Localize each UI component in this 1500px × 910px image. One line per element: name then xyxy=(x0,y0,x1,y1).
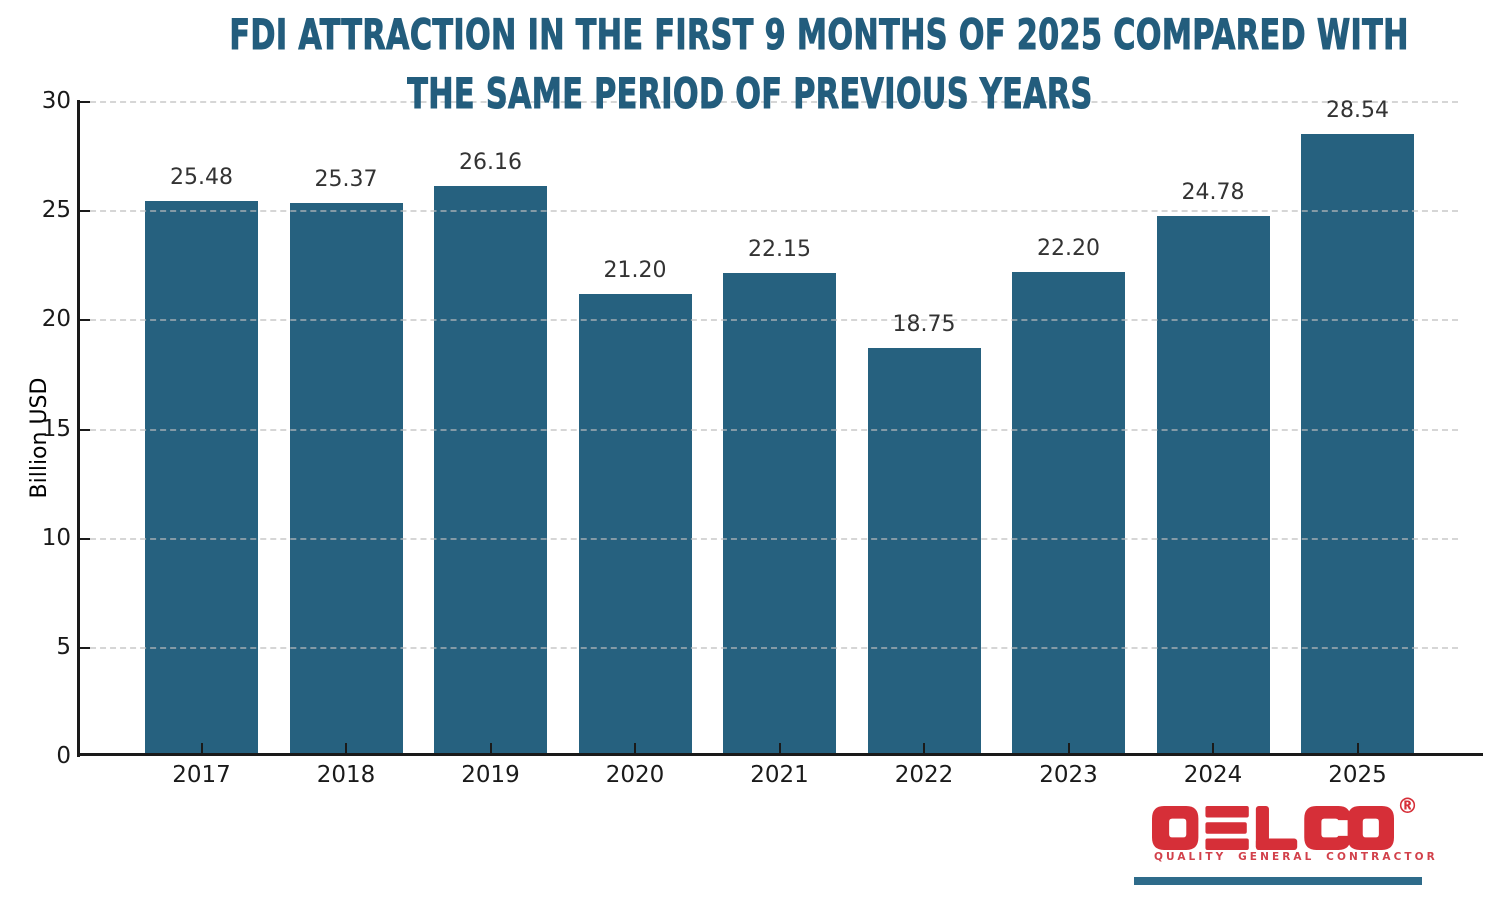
x-tick-label: 2020 xyxy=(605,762,665,788)
x-tick-label: 2025 xyxy=(1328,762,1387,788)
bar-2020 xyxy=(578,294,692,756)
gridline xyxy=(80,319,1458,322)
bar-2023 xyxy=(1012,272,1125,756)
y-tick-label: 0 xyxy=(56,743,71,769)
x-tick-mark xyxy=(1067,743,1070,753)
y-tick-mark xyxy=(80,428,90,431)
y-tick-label: 30 xyxy=(41,88,71,114)
registered-trademark-icon: ® xyxy=(1397,794,1418,818)
y-tick-mark xyxy=(80,537,90,540)
y-tick-label: 10 xyxy=(41,524,71,551)
bar-value-label: 26.16 xyxy=(459,149,522,175)
gridline xyxy=(80,537,1458,540)
gridline xyxy=(80,210,1458,213)
chart-title-line1: FDI ATTRACTION IN THE FIRST 9 MONTHS OF … xyxy=(229,9,1409,59)
x-tick-mark xyxy=(1212,743,1214,753)
x-tick-mark xyxy=(1356,743,1359,753)
bar-2021 xyxy=(723,273,836,756)
x-axis-line xyxy=(77,753,1483,756)
y-tick-label: 25 xyxy=(41,197,71,224)
gridline xyxy=(80,428,1458,431)
x-tick-label: 2024 xyxy=(1183,762,1243,788)
y-tick-label: 20 xyxy=(41,306,71,333)
bar-value-label: 24.78 xyxy=(1181,179,1245,205)
y-tick-mark xyxy=(80,210,90,213)
x-tick-label: 2022 xyxy=(894,762,954,788)
delco-wordmark-icon xyxy=(1152,806,1394,850)
x-tick-label: 2019 xyxy=(461,762,520,788)
x-tick-mark xyxy=(634,743,636,753)
bar-2017 xyxy=(145,200,258,756)
x-tick-mark xyxy=(489,743,492,753)
bar-2024 xyxy=(1156,215,1270,756)
bar-value-label: 18.75 xyxy=(892,311,956,337)
gridline xyxy=(80,646,1458,649)
y-tick-label: 5 xyxy=(56,633,71,660)
bar-2022 xyxy=(867,347,981,756)
bar-value-label: 22.15 xyxy=(748,237,811,263)
x-tick-mark xyxy=(923,743,925,753)
y-tick-mark xyxy=(80,646,90,649)
bar-2018 xyxy=(289,203,403,756)
bar-2025 xyxy=(1301,133,1414,756)
chart-title-line2: THE SAME PERIOD OF PREVIOUS YEARS xyxy=(407,68,1093,118)
x-tick-label: 2018 xyxy=(316,762,376,788)
x-tick-mark xyxy=(345,743,347,753)
bar-value-label: 25.37 xyxy=(314,167,378,193)
bar-2019 xyxy=(434,185,547,756)
x-tick-label: 2017 xyxy=(172,762,231,788)
bar-value-label: 28.54 xyxy=(1326,97,1389,123)
bar-value-label: 25.48 xyxy=(170,164,233,190)
x-tick-label: 2023 xyxy=(1039,762,1098,788)
y-tick-mark xyxy=(80,319,90,322)
logo-underline-bar xyxy=(1134,877,1422,885)
y-tick-label: 15 xyxy=(41,415,71,442)
bar-value-label: 21.20 xyxy=(603,258,667,284)
logo-tagline: QUALITY GENERAL CONTRACTOR xyxy=(1154,851,1438,863)
x-tick-mark xyxy=(778,743,781,753)
y-axis-line xyxy=(77,100,80,757)
y-tick-mark xyxy=(80,101,90,103)
chart-title: FDI ATTRACTION IN THE FIRST 9 MONTHS OF … xyxy=(0,9,1500,128)
gridline xyxy=(80,101,1458,103)
x-tick-mark xyxy=(200,743,203,753)
x-tick-label: 2021 xyxy=(750,762,809,788)
bar-value-label: 22.20 xyxy=(1037,236,1100,262)
